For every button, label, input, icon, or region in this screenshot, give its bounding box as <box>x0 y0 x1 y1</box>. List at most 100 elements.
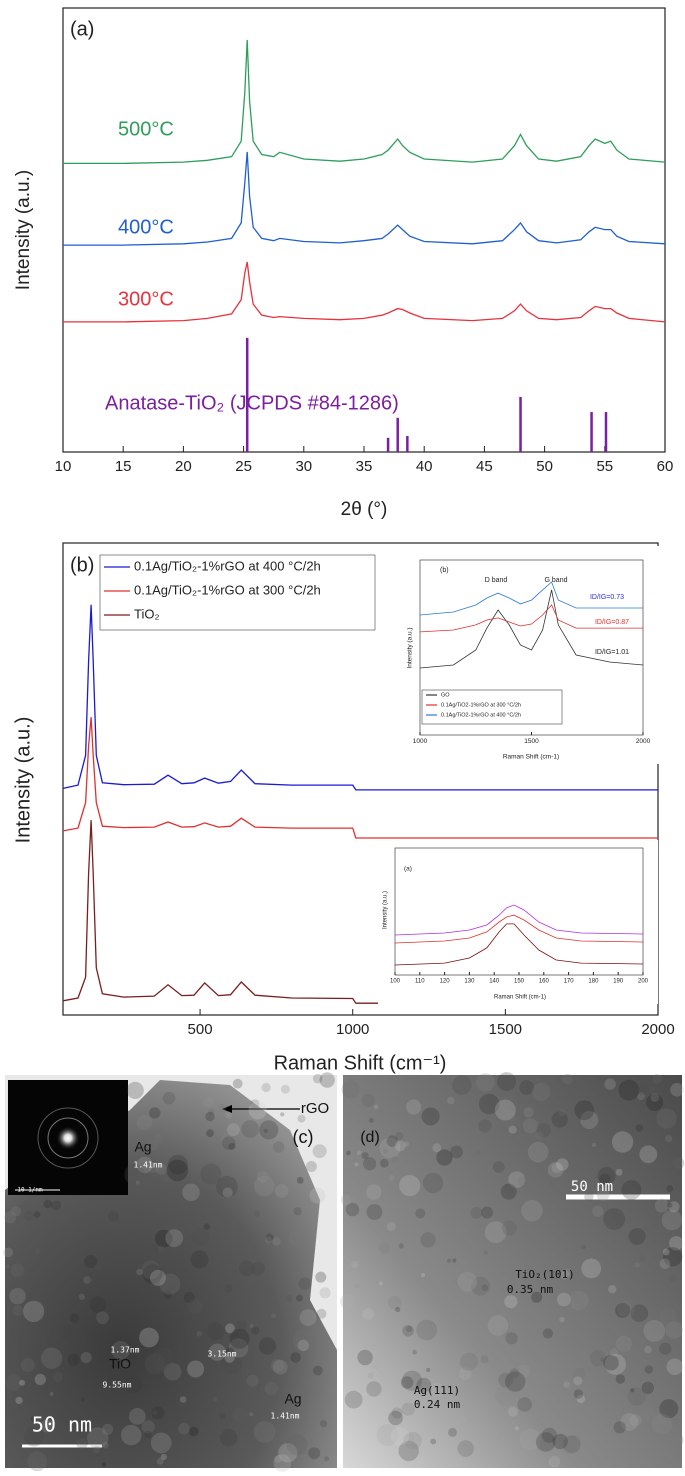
texture-dot <box>562 1268 571 1277</box>
texture-dot <box>32 1299 46 1313</box>
texture-dot <box>406 1099 422 1115</box>
texture-dot <box>484 1221 507 1244</box>
tem-image-c <box>5 1075 337 1468</box>
texture-dot <box>666 1321 678 1333</box>
texture-dot <box>552 1433 568 1450</box>
texture-dot <box>67 1353 80 1366</box>
texture-dot <box>278 1443 298 1463</box>
texture-dot <box>421 1107 440 1126</box>
texture-dot <box>361 1152 369 1160</box>
texture-dot <box>668 1201 680 1213</box>
image-annotation: 1.41nm <box>271 1412 300 1421</box>
texture-dot <box>563 1381 570 1388</box>
texture-dot <box>597 1167 616 1185</box>
texture-dot <box>644 1345 652 1354</box>
texture-dot <box>363 1157 377 1171</box>
texture-dot <box>505 1332 518 1345</box>
texture-dot <box>241 1120 260 1138</box>
texture-dot <box>450 1145 463 1159</box>
texture-dot <box>208 1343 226 1361</box>
texture-dot <box>80 1352 92 1364</box>
x-tick-label: 45 <box>476 458 493 475</box>
texture-dot <box>264 1381 279 1396</box>
texture-dot <box>225 1111 233 1119</box>
panel-label: (a) <box>70 18 94 40</box>
texture-dot <box>136 1114 153 1131</box>
image-annotation: 1.37nm <box>111 1346 140 1355</box>
texture-dot <box>270 1358 284 1373</box>
texture-dot <box>557 1292 571 1307</box>
texture-dot <box>361 1093 375 1108</box>
texture-dot <box>604 1078 616 1090</box>
texture-dot <box>504 1295 518 1309</box>
texture-dot <box>220 1132 234 1146</box>
texture-dot <box>150 1243 159 1253</box>
texture-dot <box>312 1365 323 1376</box>
x-tick-label: 60 <box>657 458 674 475</box>
texture-dot <box>191 1228 210 1246</box>
texture-dot <box>416 1377 432 1393</box>
texture-dot <box>436 1149 453 1166</box>
y-axis-label: Intensity (a.u.) <box>407 627 414 668</box>
texture-dot <box>390 1156 398 1163</box>
image-annotation: 10 1/nm <box>17 1187 43 1194</box>
texture-dot <box>221 1352 243 1374</box>
x-tick-label: 170 <box>564 979 575 985</box>
texture-dot <box>250 1099 260 1109</box>
texture-dot <box>487 1315 509 1336</box>
texture-dot <box>481 1284 489 1291</box>
image-annotation: 9.55nm <box>103 1381 132 1390</box>
texture-dot <box>49 1392 54 1396</box>
x-tick-label: 40 <box>416 458 433 475</box>
x-axis-label: Raman Shift (cm-1) <box>503 754 559 761</box>
image-annotation: 1.41nm <box>134 1161 163 1170</box>
texture-dot <box>200 1163 222 1185</box>
texture-dot <box>621 1180 642 1200</box>
texture-dot <box>508 1171 525 1188</box>
texture-dot <box>670 1083 684 1097</box>
inset-background <box>378 840 658 1004</box>
x-axis-label: Raman Shift (cm-1) <box>494 995 546 1001</box>
texture-dot <box>292 1329 315 1352</box>
texture-dot <box>573 1376 583 1386</box>
texture-dot <box>572 1367 586 1381</box>
texture-dot <box>636 1083 649 1096</box>
texture-dot <box>102 1441 109 1449</box>
texture-dot <box>324 1456 329 1462</box>
panel-label: (b) <box>70 554 94 576</box>
texture-dot <box>404 1431 422 1450</box>
texture-dot <box>535 1432 556 1452</box>
spectrum-line <box>394 904 644 936</box>
texture-dot <box>429 1382 444 1397</box>
texture-dot <box>212 1396 218 1402</box>
texture-dot <box>261 1082 271 1093</box>
texture-dot <box>639 1145 658 1164</box>
texture-dot <box>78 1293 85 1300</box>
spectrum-line <box>62 820 658 1004</box>
x-tick-label: 100 <box>390 979 401 985</box>
texture-dot <box>346 1150 351 1156</box>
image-annotation: rGO <box>301 1100 329 1117</box>
texture-dot <box>264 1236 272 1244</box>
texture-dot <box>547 1161 564 1178</box>
texture-dot <box>4 1211 17 1224</box>
texture-dot <box>629 1414 642 1427</box>
texture-dot <box>256 1171 269 1183</box>
texture-dot <box>312 1073 323 1084</box>
texture-dot <box>531 1291 543 1303</box>
legend-label: 0.1Ag/TiO2-1%rGO at 400 °C/2h <box>441 712 521 718</box>
texture-dot <box>15 1396 23 1404</box>
texture-dot <box>531 1082 551 1102</box>
texture-dot <box>10 1263 25 1278</box>
texture-dot <box>659 1308 677 1326</box>
x-tick-label: 25 <box>235 458 252 475</box>
texture-dot <box>386 1221 396 1231</box>
texture-dot <box>128 1408 146 1425</box>
texture-dot <box>509 1368 520 1379</box>
texture-dot <box>662 1248 670 1256</box>
series-label: 400°C <box>118 216 174 238</box>
texture-dot <box>189 1426 199 1437</box>
texture-dot <box>581 1244 586 1250</box>
image-annotation: TiO₂(101) <box>515 1268 575 1281</box>
texture-dot <box>150 1269 166 1286</box>
